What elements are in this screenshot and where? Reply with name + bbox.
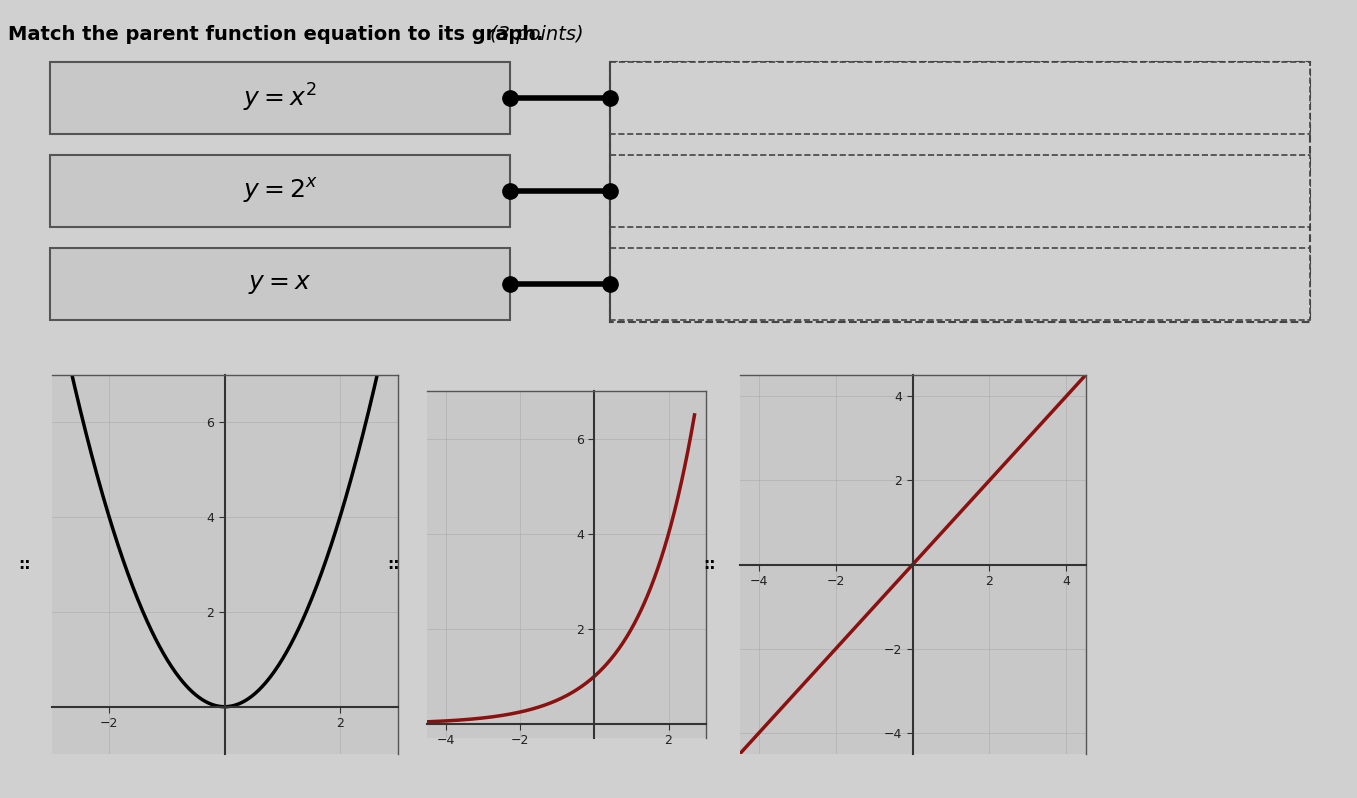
Bar	[611, 248, 1310, 320]
Text: $y = x^2$: $y = x^2$	[243, 82, 316, 114]
Text: ::: ::	[387, 557, 399, 572]
Text: ::: ::	[703, 557, 715, 572]
Bar	[611, 62, 1310, 134]
Text: Match the parent function equation to its graph.: Match the parent function equation to it…	[8, 25, 544, 44]
Text: (3 points): (3 points)	[490, 25, 584, 44]
Bar	[50, 155, 510, 227]
Text: $y=x$: $y=x$	[248, 272, 312, 296]
Bar	[50, 62, 510, 134]
Bar	[611, 155, 1310, 227]
Bar	[50, 248, 510, 320]
Bar	[611, 62, 1310, 322]
Text: $y = 2^x$: $y = 2^x$	[243, 176, 318, 206]
Text: ::: ::	[18, 557, 31, 572]
